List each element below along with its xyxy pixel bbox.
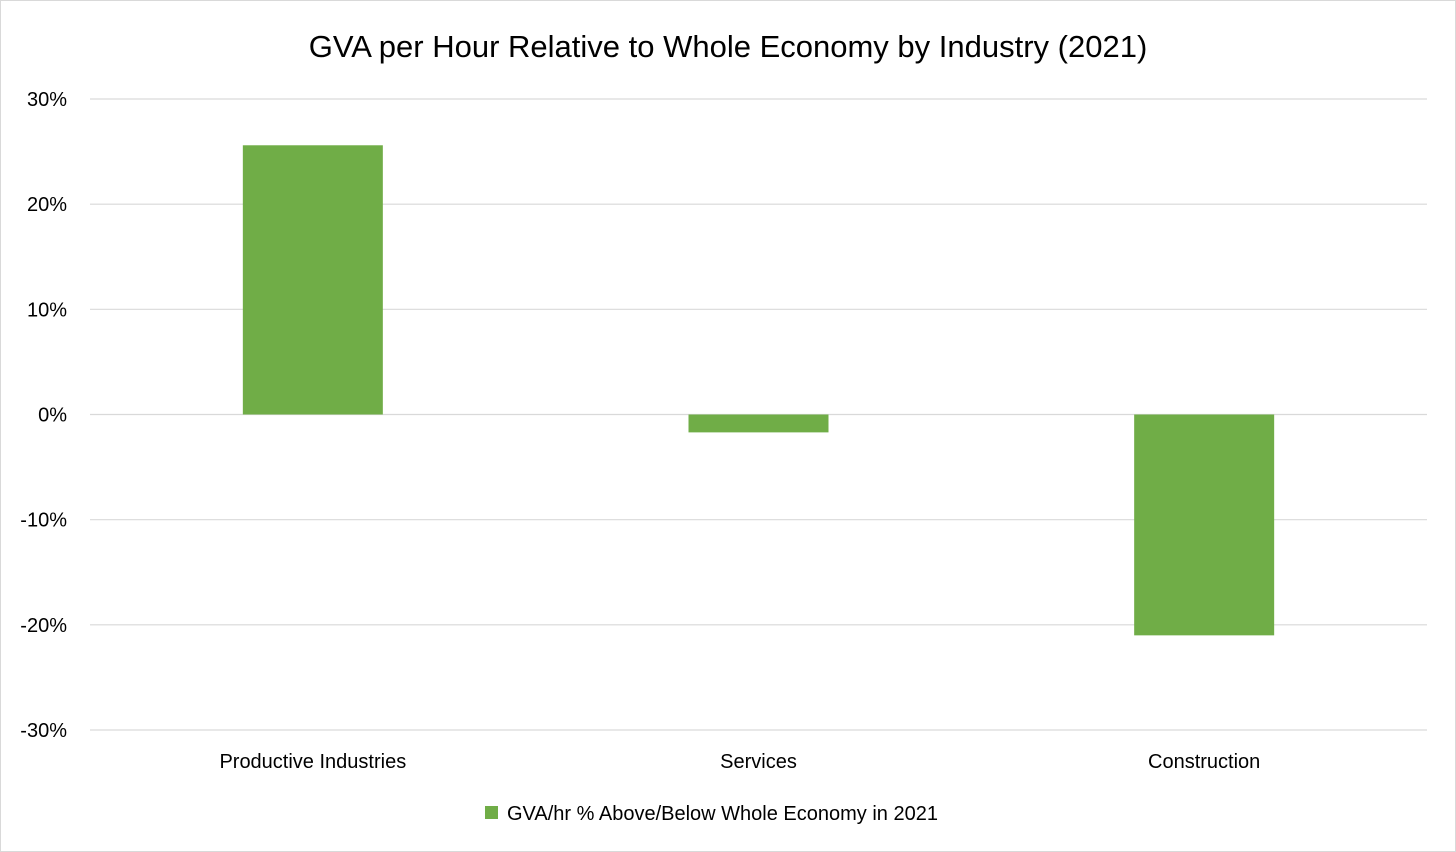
bar-productive-industries bbox=[242, 145, 383, 415]
y-tick-label: 30% bbox=[27, 89, 67, 111]
x-category-label: Productive Industries bbox=[219, 751, 406, 773]
legend: GVA/hr % Above/Below Whole Economy in 20… bbox=[485, 803, 938, 825]
legend-label: GVA/hr % Above/Below Whole Economy in 20… bbox=[507, 803, 938, 825]
bars bbox=[242, 145, 1275, 636]
y-tick-label: -20% bbox=[20, 615, 67, 637]
y-axis-tick-labels: 30% 20% 10% 0% -10% -20% -30% bbox=[20, 89, 67, 742]
bar-construction bbox=[1134, 414, 1275, 636]
x-category-label: Construction bbox=[1148, 751, 1260, 773]
x-category-label: Services bbox=[720, 751, 797, 773]
x-axis-category-labels: Productive Industries Services Constructio… bbox=[219, 751, 1260, 773]
y-tick-label: -30% bbox=[20, 720, 67, 742]
chart-title: GVA per Hour Relative to Whole Economy b… bbox=[309, 29, 1148, 64]
y-tick-label: 20% bbox=[27, 194, 67, 216]
y-tick-label: 0% bbox=[38, 405, 67, 427]
legend-swatch bbox=[485, 806, 498, 819]
y-tick-label: -10% bbox=[20, 510, 67, 532]
bar-services bbox=[688, 414, 829, 433]
y-tick-label: 10% bbox=[27, 299, 67, 321]
